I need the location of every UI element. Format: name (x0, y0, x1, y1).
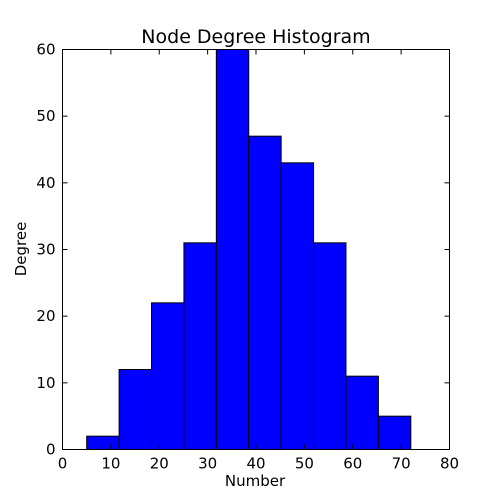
y-tick-label: 20 (36, 307, 55, 325)
histogram-bar (215, 49, 250, 450)
histogram-bar (377, 415, 412, 450)
histogram-bar (248, 135, 282, 451)
histogram-bar (313, 242, 347, 450)
y-axis-ticks: 0 10 20 30 40 50 60 (36, 41, 450, 459)
x-tick-label: 0 (58, 455, 68, 473)
histogram-bar (151, 302, 185, 451)
x-tick-label: 60 (343, 455, 362, 473)
x-tick-label: 30 (198, 455, 217, 473)
histogram-bar (86, 435, 120, 450)
x-tick-label: 50 (295, 455, 314, 473)
y-tick-label: 0 (46, 441, 56, 459)
x-axis-ticks: 0 10 20 30 40 50 60 70 80 (58, 49, 459, 473)
histogram-bar (183, 242, 217, 450)
y-tick-label: 60 (36, 41, 55, 59)
y-axis-label: Degree (12, 222, 30, 277)
y-tick-label: 10 (36, 374, 55, 392)
bars-group (86, 49, 412, 451)
y-tick-label: 40 (36, 174, 55, 192)
x-tick-label: 40 (246, 455, 265, 473)
x-tick-label: 20 (150, 455, 169, 473)
histogram-bar (118, 369, 153, 450)
x-tick-label: 10 (101, 455, 120, 473)
y-tick-label: 30 (36, 241, 55, 259)
histogram-bar (280, 162, 315, 450)
x-tick-label: 80 (440, 455, 459, 473)
chart-title: Node Degree Histogram (141, 26, 370, 48)
histogram-bar (345, 375, 379, 450)
x-axis-label: Number (225, 472, 286, 490)
x-tick-label: 70 (392, 455, 411, 473)
y-tick-label: 50 (36, 107, 55, 125)
